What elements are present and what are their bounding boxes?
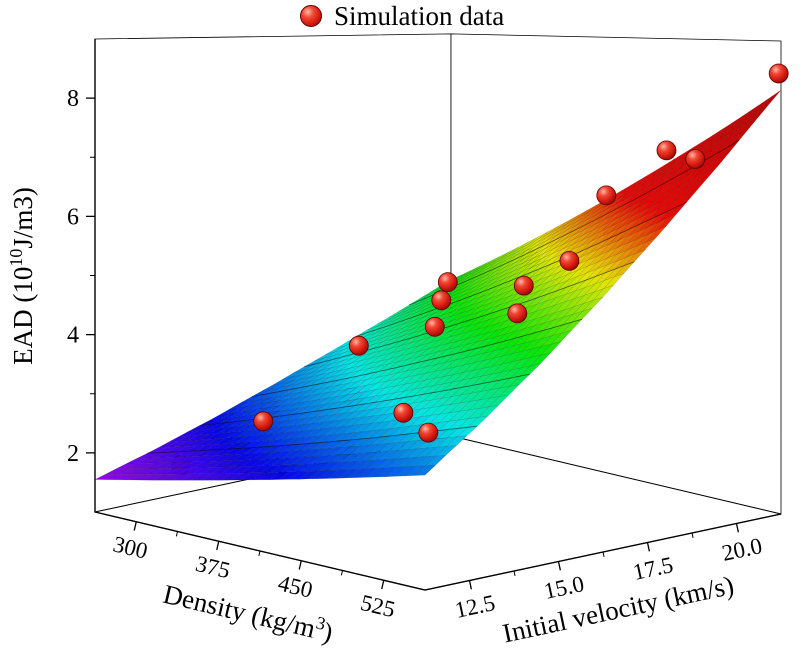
z-tick-label: 4 xyxy=(67,323,79,349)
x-tick-label: 525 xyxy=(358,590,397,622)
data-point-sphere xyxy=(418,422,439,443)
y-tick-label: 20.0 xyxy=(720,533,765,566)
data-point-sphere xyxy=(596,185,617,206)
data-point-sphere xyxy=(685,149,706,169)
legend-label: Simulation data xyxy=(334,1,505,31)
data-point-sphere xyxy=(393,402,414,423)
data-point-sphere xyxy=(437,272,458,293)
surface-isoline xyxy=(408,140,740,306)
y-tick-label: 12.5 xyxy=(453,590,498,623)
legend-sphere-icon xyxy=(300,5,322,27)
data-point-sphere xyxy=(348,335,369,356)
data-point-sphere xyxy=(507,303,528,324)
x-tick-label: 300 xyxy=(111,531,150,563)
z-tick-label: 8 xyxy=(67,86,79,112)
surface-isoline xyxy=(252,318,583,397)
x-tick-label: 375 xyxy=(193,551,232,583)
z-tick-label: 6 xyxy=(67,204,79,230)
simulation-points xyxy=(253,63,789,443)
data-point-sphere xyxy=(431,290,452,311)
data-point-sphere xyxy=(513,275,534,296)
legend: Simulation data xyxy=(300,2,504,30)
data-point-sphere xyxy=(768,63,789,84)
y-tick-label: 17.5 xyxy=(631,552,676,585)
data-point-sphere xyxy=(656,140,677,161)
data-point-sphere xyxy=(253,411,274,432)
z-tick-label: 2 xyxy=(67,441,79,467)
data-point-sphere xyxy=(559,250,580,271)
y-tick-label: 15.0 xyxy=(542,571,587,604)
z-axis-title: EAD (1010J/m3) xyxy=(6,187,38,365)
data-point-sphere xyxy=(424,316,445,337)
x-tick-label: 450 xyxy=(276,570,315,602)
y-axis-title: Initial velocity (km/s) xyxy=(500,570,737,649)
plot-box xyxy=(94,33,782,591)
